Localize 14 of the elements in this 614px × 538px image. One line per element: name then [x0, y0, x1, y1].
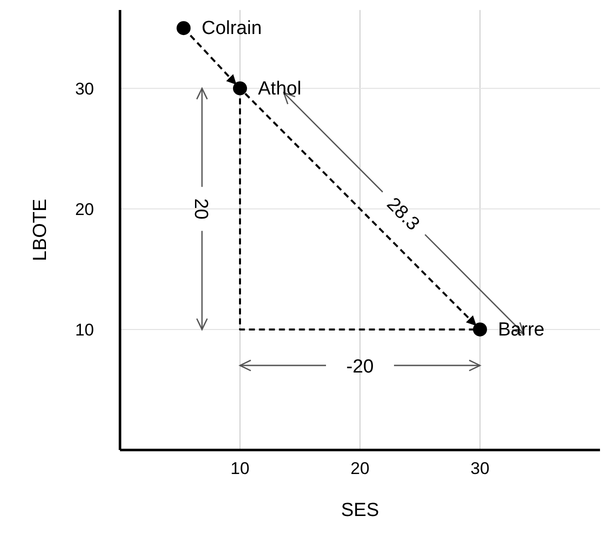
x-axis-title: SES	[340, 500, 380, 521]
y-tick-label: 10	[75, 320, 94, 340]
annotation: Colrain	[202, 18, 262, 40]
y-axis-title: LBOTE	[30, 198, 51, 262]
x-tick-label: 20	[350, 459, 370, 478]
y-tick-label: 30	[75, 79, 94, 98]
x-tick-label: 10	[230, 459, 250, 478]
annotation: Athol	[258, 78, 302, 100]
x-tick-label: 30	[470, 459, 490, 478]
annotation: Barre	[498, 319, 544, 340]
annotation: -20	[346, 356, 374, 378]
annotation: 28.3	[382, 194, 424, 235]
y-tick-label: 20	[75, 200, 94, 219]
annotation: 20	[190, 198, 211, 220]
